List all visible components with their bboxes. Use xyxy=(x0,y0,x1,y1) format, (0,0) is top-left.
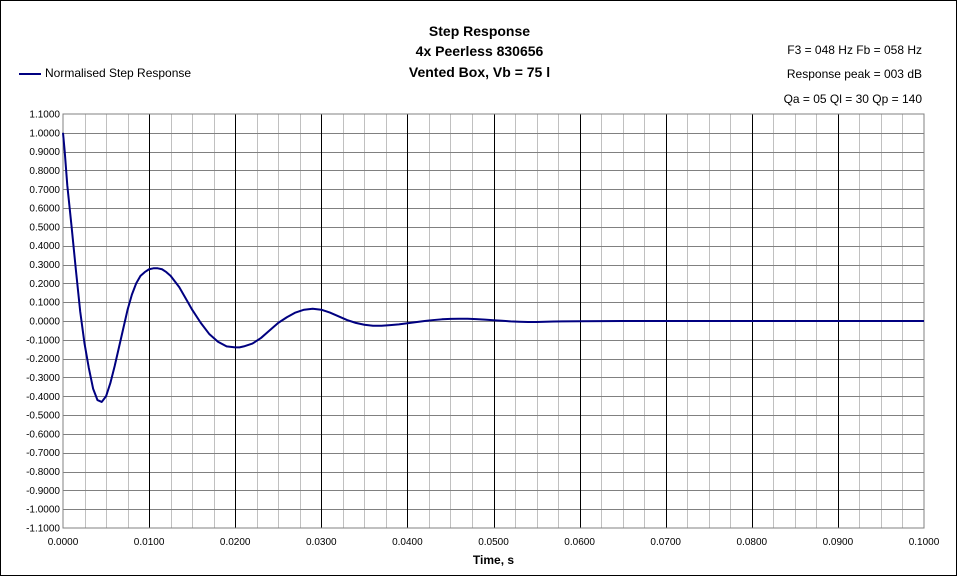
x-tick-label: 0.0900 xyxy=(823,537,854,548)
x-tick-label: 0.1000 xyxy=(909,537,940,548)
y-tick-label: -0.7000 xyxy=(26,448,60,459)
x-tick-label: 0.0700 xyxy=(650,537,681,548)
y-tick-label: -0.8000 xyxy=(26,467,60,478)
y-tick-label: -0.5000 xyxy=(26,411,60,422)
y-tick-label: -0.4000 xyxy=(26,392,60,403)
y-tick-label: -1.0000 xyxy=(26,505,60,516)
y-tick-label: -0.2000 xyxy=(26,354,60,365)
x-tick-label: 0.0500 xyxy=(478,537,509,548)
info-q-values: Qa = 05 Ql = 30 Qp = 140 xyxy=(783,92,922,106)
chart-title: Step Response xyxy=(428,23,531,39)
y-tick-label: 0.3000 xyxy=(29,260,60,271)
y-tick-label: -0.6000 xyxy=(26,429,60,440)
x-tick-label: 0.0000 xyxy=(48,537,79,548)
y-tick-label: -0.1000 xyxy=(26,335,60,346)
x-tick-label: 0.0800 xyxy=(737,537,768,548)
y-tick-label: 0.0000 xyxy=(29,317,60,328)
y-tick-label: 0.7000 xyxy=(29,185,60,196)
y-tick-label: 0.8000 xyxy=(29,166,60,177)
x-tick-label: 0.0400 xyxy=(392,537,423,548)
y-tick-label: 0.2000 xyxy=(29,279,60,290)
y-tick-label: 0.4000 xyxy=(29,241,60,252)
info-response-peak: Response peak = 003 dB xyxy=(786,67,922,81)
legend-label: Normalised Step Response xyxy=(45,66,192,80)
x-axis-ticks: 0.0000 0.0100 0.0200 0.0300 0.0400 0.0500 0.06… xyxy=(48,537,940,548)
info-f3-fb: F3 = 048 Hz Fb = 058 Hz xyxy=(787,43,922,57)
x-tick-label: 0.0300 xyxy=(306,537,337,548)
chart-subtitle-driver: 4x Peerless 830656 xyxy=(415,43,544,59)
x-tick-label: 0.0100 xyxy=(134,537,165,548)
y-tick-label: 0.5000 xyxy=(29,222,60,233)
y-tick-label: 1.0000 xyxy=(29,128,60,139)
legend: Normalised Step Response xyxy=(19,66,191,80)
y-tick-label: -0.3000 xyxy=(26,373,60,384)
x-tick-label: 0.0200 xyxy=(220,537,251,548)
y-tick-label: 0.1000 xyxy=(29,298,60,309)
y-axis-ticks: 1.1000 1.0000 0.9000 0.8000 0.7000 0.6000 0.50… xyxy=(26,110,60,535)
chart-subtitle-box: Vented Box, Vb = 75 l xyxy=(408,64,551,80)
y-tick-label: -0.9000 xyxy=(26,486,60,497)
y-tick-label: 0.9000 xyxy=(29,147,60,158)
x-axis-label: Time, s xyxy=(473,553,514,567)
y-tick-label: -1.1000 xyxy=(26,524,60,535)
y-tick-label: 1.1000 xyxy=(29,110,60,121)
legend-line-swatch xyxy=(19,72,41,75)
x-tick-label: 0.0600 xyxy=(564,537,595,548)
step-response-line xyxy=(62,132,924,403)
y-tick-label: 0.6000 xyxy=(29,204,60,215)
